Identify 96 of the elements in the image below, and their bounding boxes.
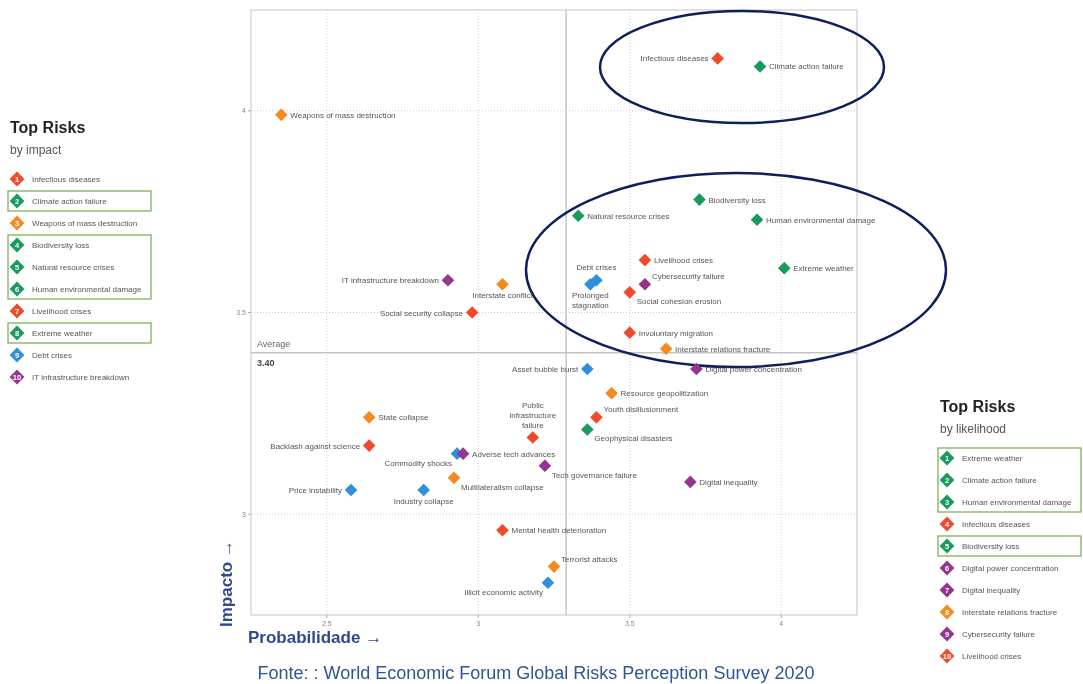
point [541, 576, 555, 590]
series-label: Tech governance failure [551, 470, 638, 480]
category-label: Infectious diseases [32, 175, 101, 184]
series-label: Geophysical disasters [594, 434, 673, 444]
series-label: State collapse [378, 413, 429, 423]
series-label: Debt crises [576, 263, 617, 273]
ref-line-label: Average [257, 338, 291, 349]
category-label: Infectious diseases [962, 520, 1031, 529]
point [777, 261, 791, 275]
point [362, 411, 376, 424]
series-label: IT infrastructure breakdown [341, 276, 439, 286]
series-label: Backlash against science [270, 441, 361, 451]
series-label: Weapons of mass destruction [290, 110, 396, 120]
text: Top Risks [10, 119, 86, 136]
series-label: Social security collapse [380, 308, 464, 318]
series-label: Biodiversity loss [708, 195, 766, 205]
category-label: Natural resource crises [32, 263, 115, 272]
point [465, 306, 479, 319]
point [526, 431, 540, 444]
source-note: Fonte: : World Economic Forum Global Risks Perception Survey 2020 [257, 663, 815, 683]
point [496, 277, 509, 291]
point [638, 277, 652, 291]
point [581, 362, 594, 376]
series-label: Illicit economic activity [464, 587, 543, 597]
series-label: Resource geopolitization [620, 389, 709, 399]
category-label: Interstate relations fracture [962, 608, 1058, 617]
category-label: Cybersecurity failure [962, 630, 1036, 639]
point [711, 52, 724, 65]
series-label: Climate action failure [769, 62, 845, 72]
category-label: Human environmental damage [962, 498, 1072, 507]
series-label: Natural resource crises [587, 211, 670, 221]
point [496, 523, 509, 537]
point [690, 362, 703, 376]
point [638, 253, 652, 267]
point [447, 471, 461, 485]
category-label: Extreme weather [32, 329, 93, 338]
series-label: Livelihood crises [653, 256, 714, 266]
point [684, 475, 697, 489]
series-label: Extreme weather [793, 264, 855, 274]
point [417, 483, 431, 497]
point [581, 423, 594, 436]
series-label: Industry collapse [393, 496, 455, 506]
category-label: Biodiversity loss [32, 241, 90, 250]
point [753, 60, 767, 73]
point [584, 277, 597, 291]
point [750, 213, 764, 227]
point [571, 209, 585, 223]
category-label: IT infrastructure breakdown [32, 373, 130, 382]
series-label: Interstate relations fracture [675, 344, 771, 354]
text: by impact [10, 143, 63, 157]
point [344, 483, 358, 497]
category-label: Livelihood crises [32, 307, 92, 316]
annotation: 3.40 [257, 357, 275, 368]
point [693, 193, 706, 206]
point [456, 447, 470, 460]
text: by likelihood [940, 422, 1007, 436]
series-label: Human environmental damage [766, 215, 876, 225]
x-axis-title: Probabilidade → [248, 628, 383, 647]
category-label: Extreme weather [962, 454, 1023, 463]
y-axis-title: Impacto → [217, 540, 236, 627]
point [538, 459, 552, 473]
category-label: Climate action failure [962, 476, 1038, 485]
series-label: Terrorist attacks [561, 554, 618, 564]
series-label: Commodity shocks [384, 458, 453, 468]
series-label: Infectious diseases [640, 54, 709, 64]
point [547, 560, 561, 573]
category-label: Climate action failure [32, 197, 108, 206]
series-label: Interstate conflict [472, 291, 534, 301]
series-label: Prolonged stagnation [571, 291, 609, 311]
point [659, 342, 673, 356]
point [362, 439, 376, 452]
point [623, 326, 637, 339]
series-label: Cybersecurity failure [651, 272, 726, 282]
category-label: Weapons of mass destruction [32, 219, 138, 228]
category-label: Digital inequality [962, 586, 1021, 595]
series-label: Adverse tech advances [472, 449, 556, 459]
series-label: Asset bubble burst [512, 364, 580, 374]
series-label: Mental health deterioration [511, 526, 607, 536]
category-label: Debt crises [32, 351, 73, 360]
series-label: Price instability [288, 485, 342, 495]
point [623, 286, 637, 299]
point [274, 108, 288, 122]
category-label: Livelihood crises [962, 652, 1022, 661]
point [590, 411, 603, 424]
category-label: Human environmental damage [32, 285, 142, 294]
series-label: Social cohesion erosion [636, 297, 722, 307]
point [441, 273, 455, 287]
point [605, 386, 618, 400]
category-label: Digital power concentration [962, 564, 1059, 573]
text: Public infrastructure failure [509, 400, 557, 430]
series-label: Multilateralism collapse [461, 482, 545, 492]
series-label: Youth disillusionment [603, 405, 680, 415]
series-label: Involuntary migration [638, 328, 714, 338]
text: Top Risks [940, 398, 1016, 415]
series-label: Digital inequality [699, 477, 758, 487]
category-label: Biodiversity loss [962, 542, 1020, 551]
